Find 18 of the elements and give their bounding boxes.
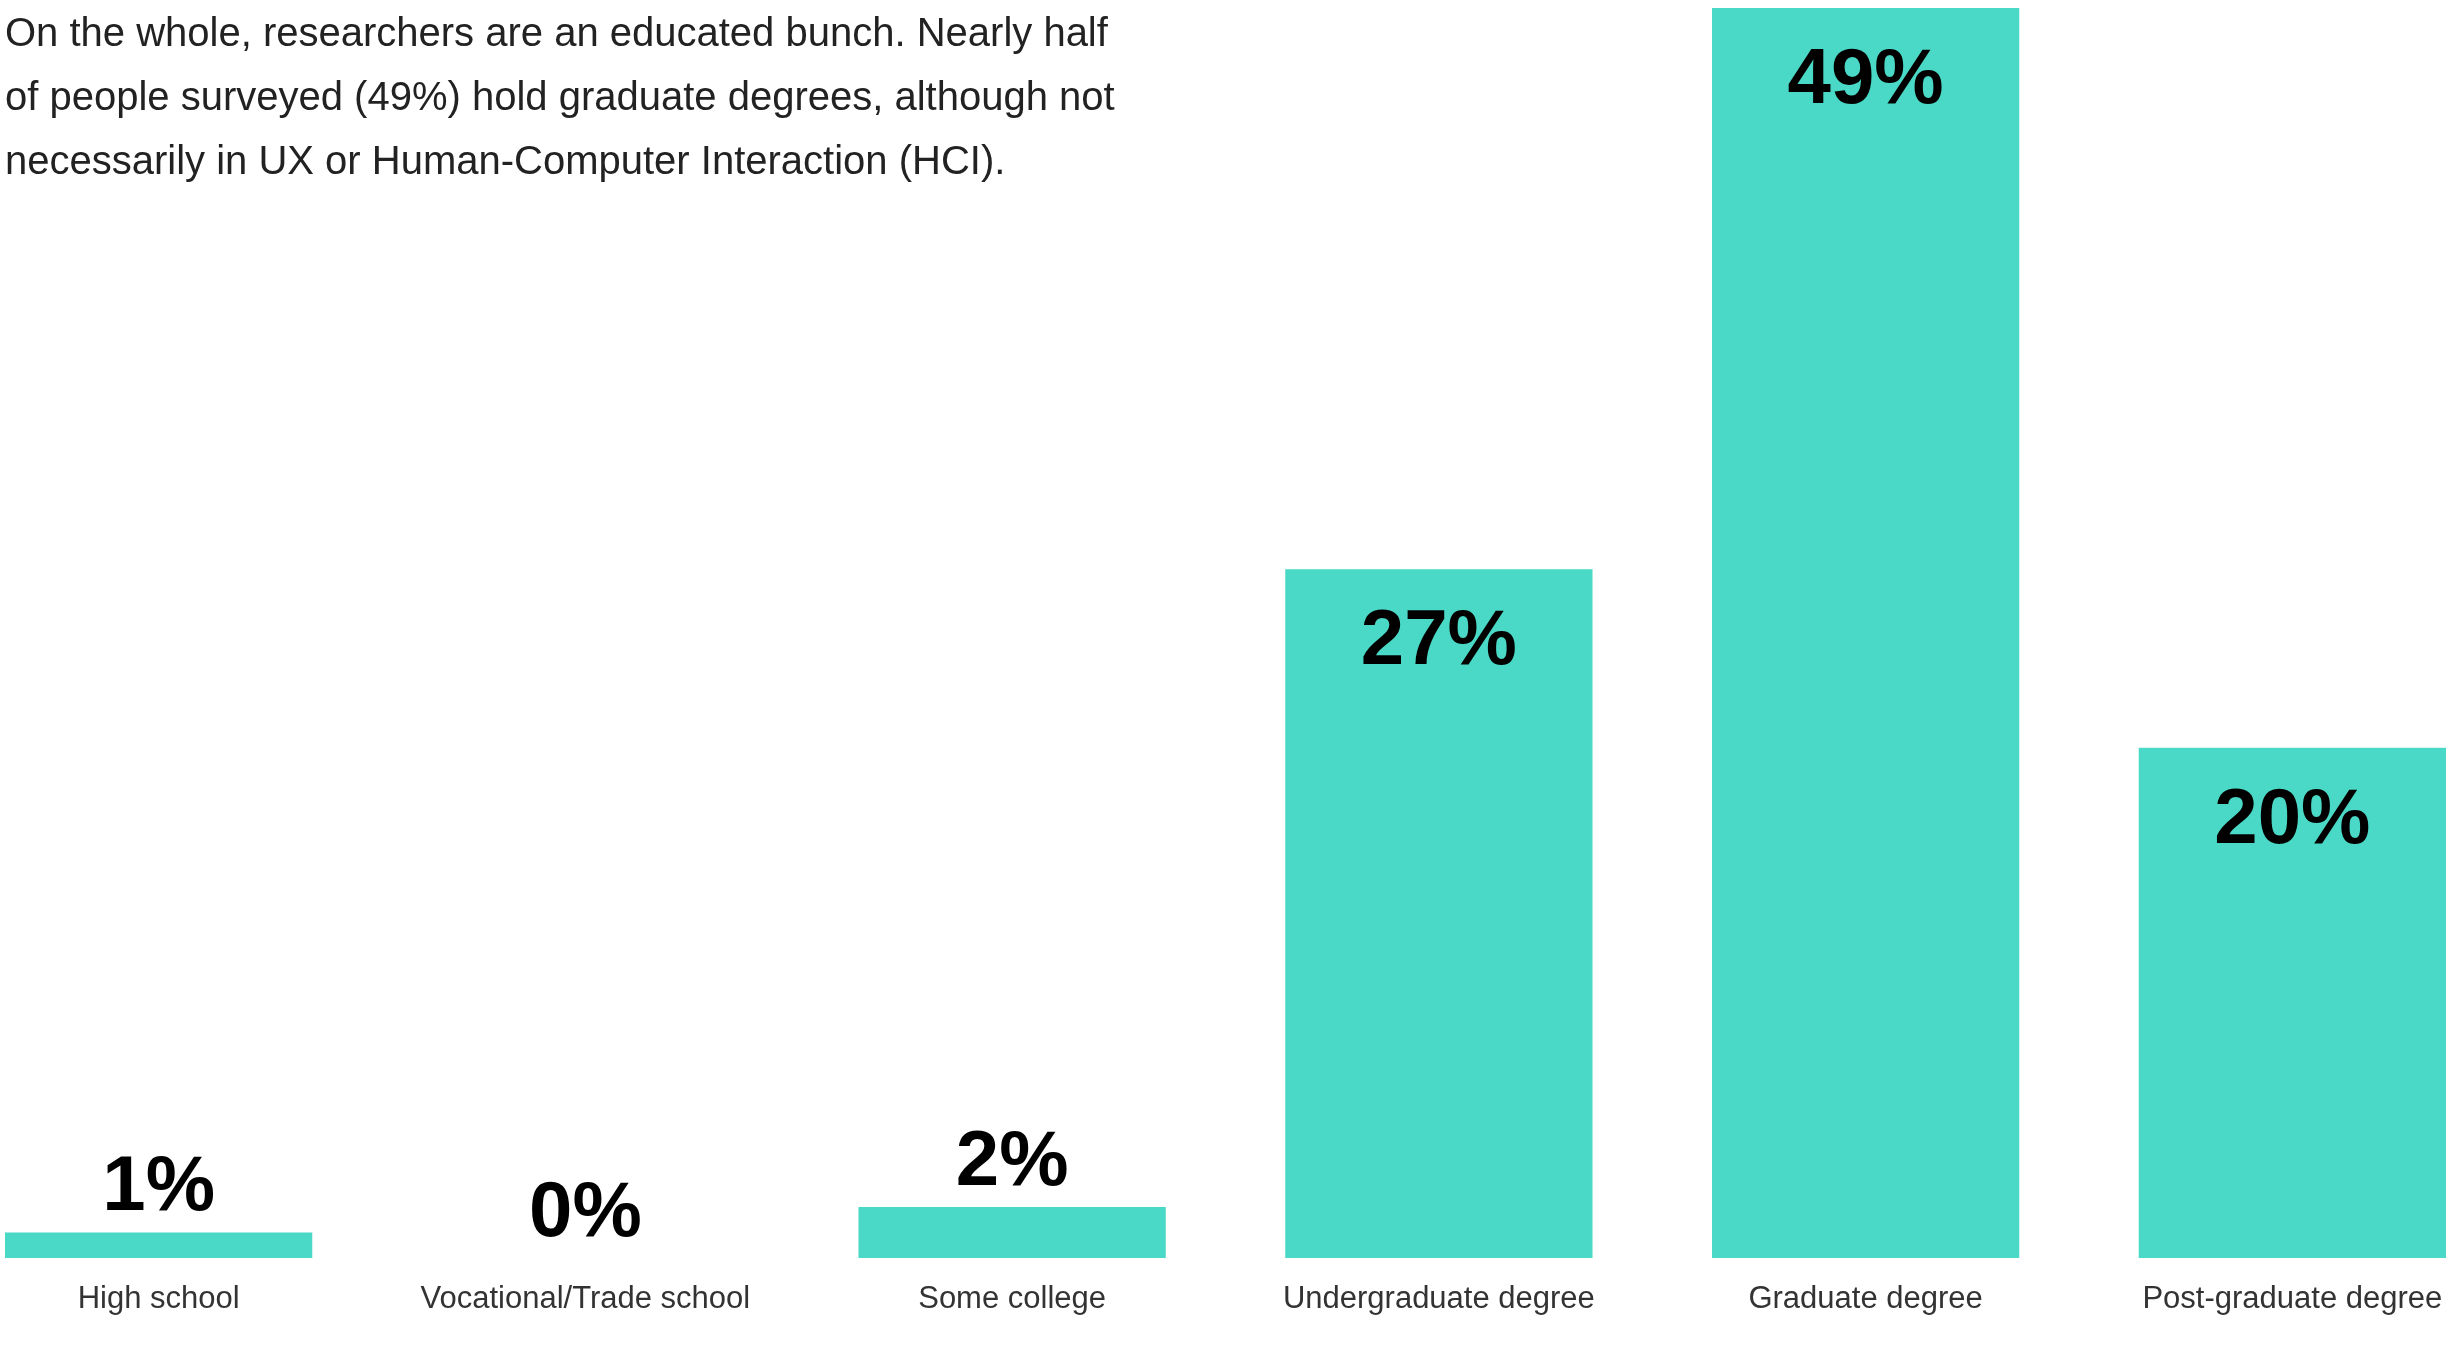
x-tick-label: Vocational/Trade school bbox=[420, 1280, 751, 1315]
data-label: 20% bbox=[2214, 771, 2371, 860]
data-label: 2% bbox=[955, 1113, 1069, 1202]
data-label: 1% bbox=[102, 1139, 215, 1228]
bar bbox=[1285, 569, 1593, 1258]
bar bbox=[5, 1232, 313, 1258]
bar bbox=[1711, 8, 2020, 1258]
x-tick-label: Post-graduate degree bbox=[2142, 1280, 2443, 1315]
x-tick-label: Graduate degree bbox=[1748, 1280, 1983, 1315]
x-tick-label: Undergraduate degree bbox=[1282, 1280, 1595, 1315]
data-label: 0% bbox=[529, 1165, 642, 1253]
data-label: 27% bbox=[1360, 593, 1517, 682]
data-label: 49% bbox=[1787, 32, 1944, 120]
bar bbox=[2138, 747, 2446, 1258]
bar bbox=[858, 1206, 1166, 1258]
x-tick-label: Some college bbox=[918, 1280, 1107, 1315]
text: On the whole, researchers are an educated bunch. Nearly half of people surveyed (49%) hold graduate degrees, although not necessarily in UX or Human-Computer Interaction (HCI). bbox=[5, 10, 1115, 182]
x-tick-label: High school bbox=[77, 1280, 240, 1315]
